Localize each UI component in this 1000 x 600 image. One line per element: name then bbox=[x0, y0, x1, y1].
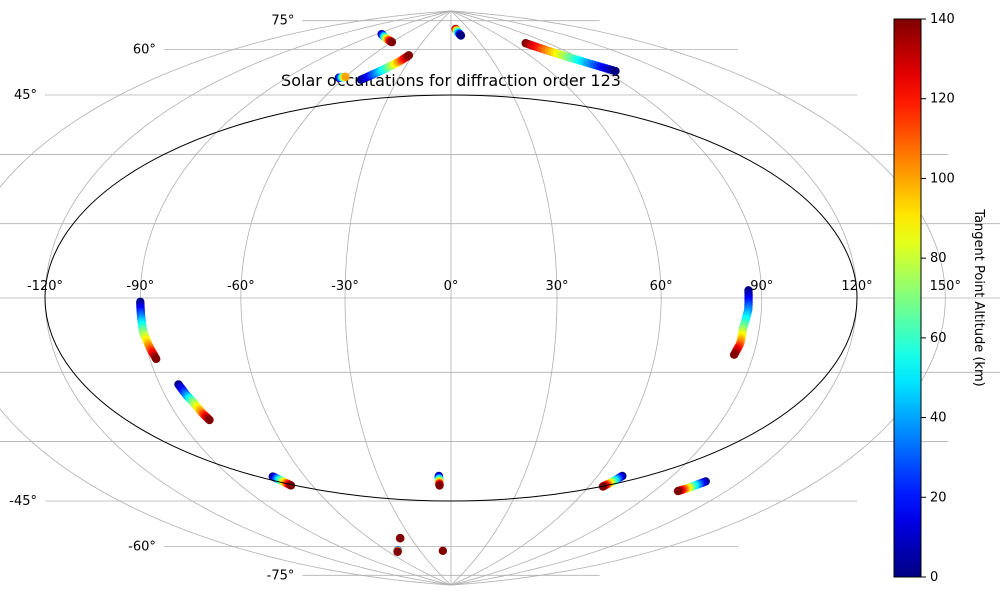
scatter-point bbox=[673, 486, 683, 496]
scatter-point bbox=[205, 415, 214, 425]
scatter-point bbox=[387, 37, 397, 47]
longitude-gridline bbox=[0, 10, 452, 586]
colorbar-tick-label: 40 bbox=[930, 411, 947, 426]
longitude-tick-label: -120° bbox=[27, 279, 63, 294]
scatter-point bbox=[435, 481, 444, 490]
graticule bbox=[0, 10, 1000, 586]
longitude-gridline bbox=[450, 10, 558, 586]
scatter-point bbox=[152, 354, 161, 364]
scatter-point bbox=[341, 72, 350, 82]
longitude-tick-label: -90° bbox=[126, 279, 154, 294]
longitude-tick-label: 120° bbox=[841, 279, 872, 294]
longitude-ticks: -150°-120°-90°-60°-30°0°30°60°90°120°150… bbox=[27, 279, 961, 294]
scatter-point bbox=[395, 533, 405, 543]
longitude-gridline bbox=[450, 10, 946, 586]
longitude-gridline bbox=[450, 10, 662, 586]
longitude-tick-label: 60° bbox=[650, 279, 673, 294]
scatter-points bbox=[136, 24, 753, 556]
colorbar-tick-label: 80 bbox=[930, 251, 947, 266]
colorbar-tick-label: 120 bbox=[930, 92, 955, 107]
scatter-point bbox=[286, 481, 296, 490]
colorbar-tick-label: 140 bbox=[930, 12, 955, 27]
longitude-tick-label: 30° bbox=[545, 279, 568, 294]
latitude-tick-label: 45° bbox=[14, 88, 37, 103]
latitude-ticks: 75°60°45°30°15°0°-15°-30°-45°-60°-75° bbox=[9, 14, 295, 584]
longitude-gridline bbox=[240, 10, 452, 586]
longitude-tick-label: -30° bbox=[331, 279, 359, 294]
colorbar-tick-label: 100 bbox=[930, 171, 955, 186]
scatter-point bbox=[456, 31, 466, 40]
colorbar-label: Tangent Point Altitude (km) bbox=[971, 208, 986, 386]
scatter-point bbox=[438, 546, 448, 555]
colorbar-tick-label: 0 bbox=[930, 570, 938, 585]
map-frame bbox=[44, 94, 858, 502]
longitude-tick-label: 150° bbox=[930, 279, 961, 294]
colorbar bbox=[893, 18, 922, 578]
scatter-point bbox=[611, 66, 620, 76]
colorbar-ticks: 0 20 40 60 80 100 120 140 bbox=[921, 12, 955, 585]
latitude-tick-label: 60° bbox=[133, 42, 156, 57]
latitude-tick-label: 75° bbox=[271, 14, 294, 29]
longitude-gridline bbox=[450, 10, 763, 586]
scatter-point bbox=[404, 51, 414, 60]
scatter-point bbox=[729, 350, 739, 359]
longitude-tick-label: 90° bbox=[750, 279, 773, 294]
scatter-point bbox=[393, 547, 402, 556]
latitude-tick-label: -60° bbox=[128, 540, 156, 555]
latitude-tick-label: -45° bbox=[9, 494, 37, 509]
longitude-tick-label: -60° bbox=[227, 279, 255, 294]
longitude-tick-label: 0° bbox=[444, 279, 459, 294]
latitude-tick-label: -75° bbox=[267, 568, 295, 583]
colorbar-tick-label: 60 bbox=[930, 331, 947, 346]
longitude-gridline bbox=[344, 10, 452, 586]
colorbar-tick-label: 20 bbox=[930, 490, 947, 505]
